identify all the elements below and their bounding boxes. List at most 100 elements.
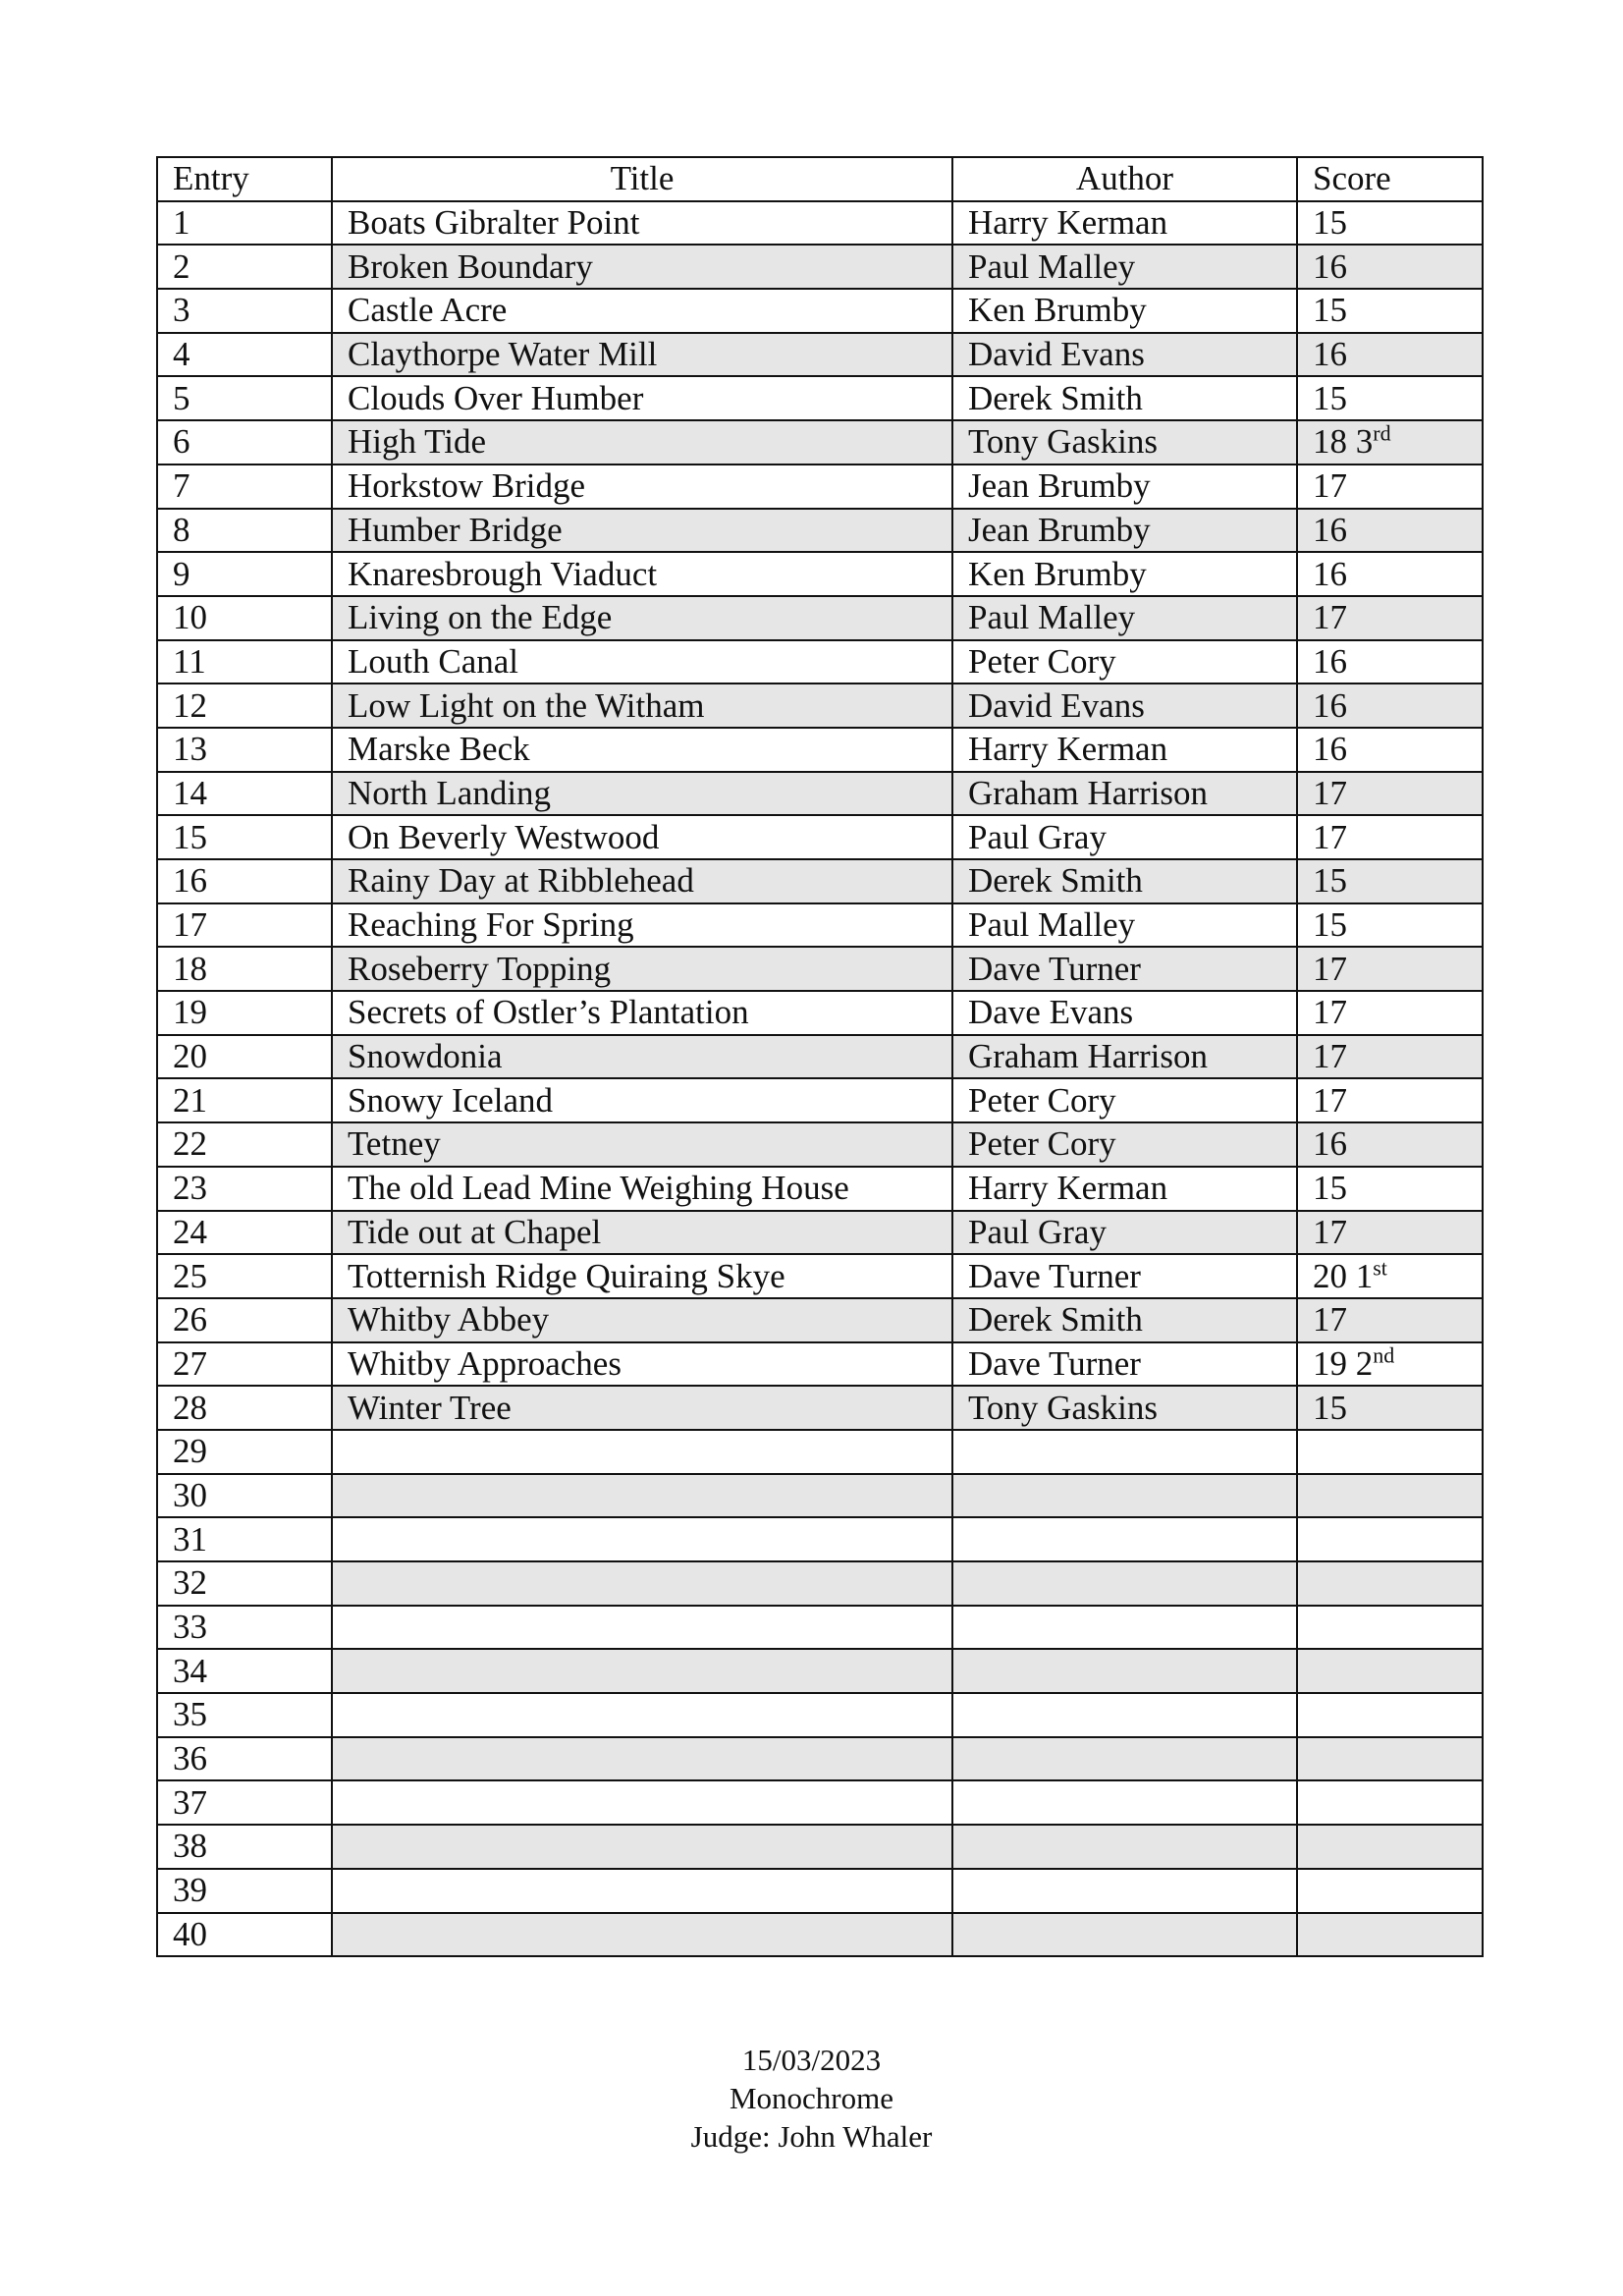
author-cell-text: Dave Turner [968, 949, 1141, 988]
author-cell-text: David Evans [968, 335, 1145, 374]
placing-suffix: rd [1373, 420, 1391, 446]
title-cell: Living on the Edge [331, 594, 953, 641]
author-cell: David Evans [951, 683, 1298, 729]
author-cell [951, 1824, 1298, 1870]
score-cell: 15 [1296, 375, 1484, 422]
author-cell-text: Paul Malley [968, 246, 1136, 286]
table-row: 25 Totternish Ridge Quiraing Skye Dave Tur… [156, 1253, 1484, 1299]
author-cell-text: Harry Kerman [968, 203, 1168, 243]
entry-cell-text: 39 [173, 1871, 207, 1910]
title-cell-text: Rainy Day at Ribblehead [348, 861, 694, 901]
title-cell-text: Secrets of Ostler’s Plantation [348, 993, 749, 1032]
entry-cell-text: 10 [173, 598, 207, 637]
title-cell-text: North Landing [348, 773, 552, 812]
author-cell: Graham Harrison [951, 1033, 1298, 1080]
entry-cell: 8 [156, 507, 333, 554]
author-cell: Derek Smith [951, 1296, 1298, 1343]
title-cell [331, 1911, 953, 1958]
author-cell [951, 1911, 1298, 1958]
score-cell: 15 [1296, 858, 1484, 904]
author-cell-text: Derek Smith [968, 378, 1143, 417]
entry-cell-text: 26 [173, 1300, 207, 1339]
score-cell: 17 [1296, 1296, 1484, 1343]
entry-cell-text: 8 [173, 510, 190, 549]
author-cell: Paul Malley [951, 902, 1298, 949]
score-cell-text: 17 [1313, 949, 1347, 988]
score-cell-text: 20 1 [1313, 1256, 1374, 1295]
title-cell: Low Light on the Witham [331, 683, 953, 729]
title-cell-text: Claythorpe Water Mill [348, 335, 658, 374]
score-cell: 16 [1296, 551, 1484, 597]
table-row: 12 Low Light on the Witham David Evans 16 [156, 683, 1484, 729]
score-cell-text: 15 [1313, 861, 1347, 901]
score-cell: 19 2nd [1296, 1340, 1484, 1388]
title-cell-text: Snowy Iceland [348, 1080, 553, 1120]
entry-cell: 29 [156, 1428, 333, 1475]
entry-cell: 22 [156, 1121, 333, 1168]
title-cell: On Beverly Westwood [331, 814, 953, 860]
title-cell-text: Living on the Edge [348, 598, 613, 637]
footer: 15/03/2023 Monochrome Judge: John Whaler [0, 2041, 1623, 2156]
table-row: 38 [156, 1824, 1484, 1870]
footer-category: Monochrome [729, 2081, 894, 2115]
table-row: 6 High Tide Tony Gaskins 18 3rd [156, 419, 1484, 465]
author-cell: Harry Kerman [951, 1165, 1298, 1212]
entry-cell-text: 15 [173, 817, 207, 856]
score-cell-text: 17 [1313, 773, 1347, 812]
table-row: 22 Tetney Peter Cory 16 [156, 1121, 1484, 1168]
entry-cell-text: 32 [173, 1563, 207, 1603]
title-cell-text: Low Light on the Witham [348, 685, 705, 725]
score-cell: 17 [1296, 814, 1484, 860]
author-cell: Derek Smith [951, 858, 1298, 904]
entry-cell: 30 [156, 1472, 333, 1519]
table-row: 33 [156, 1604, 1484, 1651]
score-cell [1296, 1604, 1484, 1651]
entry-cell-text: 31 [173, 1519, 207, 1558]
author-cell: Paul Gray [951, 814, 1298, 860]
score-cell-text: 17 [1313, 993, 1347, 1032]
table-row: 30 [156, 1472, 1484, 1519]
title-cell: Horkstow Bridge [331, 463, 953, 510]
title-cell-text: Castle Acre [348, 291, 508, 330]
author-cell [951, 1648, 1298, 1695]
entry-cell-text: 3 [173, 291, 190, 330]
entry-cell-text: 14 [173, 773, 207, 812]
author-cell-text: Tony Gaskins [968, 422, 1158, 462]
entry-cell-text: 13 [173, 730, 207, 769]
title-cell: Snowdonia [331, 1033, 953, 1080]
score-cell: 17 [1296, 1033, 1484, 1080]
score-cell [1296, 1735, 1484, 1782]
author-cell: Peter Cory [951, 638, 1298, 685]
entry-cell: 13 [156, 726, 333, 773]
table-row: 16 Rainy Day at Ribblehead Derek Smith 15 [156, 858, 1484, 904]
title-cell: High Tide [331, 419, 953, 465]
entry-cell-text: 27 [173, 1343, 207, 1383]
entry-cell: 24 [156, 1209, 333, 1256]
table-row: 35 [156, 1692, 1484, 1738]
score-cell-text: 16 [1313, 510, 1347, 549]
header-score: Score [1296, 156, 1484, 202]
table-row: 39 [156, 1867, 1484, 1914]
table-row: 4 Claythorpe Water Mill David Evans 16 [156, 331, 1484, 378]
score-cell: 15 [1296, 288, 1484, 334]
author-cell: Peter Cory [951, 1077, 1298, 1124]
score-cell-text: 16 [1313, 1124, 1347, 1164]
entry-cell-text: 40 [173, 1914, 207, 1953]
entry-cell-text: 35 [173, 1695, 207, 1734]
score-cell-text: 15 [1313, 378, 1347, 417]
table-row: 19 Secrets of Ostler’s Plantation Dave Eva… [156, 990, 1484, 1036]
title-cell-text: Tide out at Chapel [348, 1212, 602, 1251]
author-cell: Ken Brumby [951, 551, 1298, 597]
entry-cell: 5 [156, 375, 333, 422]
author-cell-text: Paul Malley [968, 905, 1136, 945]
entry-cell-text: 33 [173, 1608, 207, 1647]
title-cell-text: Totternish Ridge Quiraing Skye [348, 1256, 785, 1295]
header-author: Author [951, 156, 1298, 202]
author-cell [951, 1560, 1298, 1607]
entry-cell: 34 [156, 1648, 333, 1695]
score-cell: 16 [1296, 507, 1484, 554]
entry-cell-text: 22 [173, 1124, 207, 1164]
title-cell: Tetney [331, 1121, 953, 1168]
table-row: 23 The old Lead Mine Weighing House Harry … [156, 1165, 1484, 1212]
title-cell-text: Roseberry Topping [348, 949, 612, 988]
